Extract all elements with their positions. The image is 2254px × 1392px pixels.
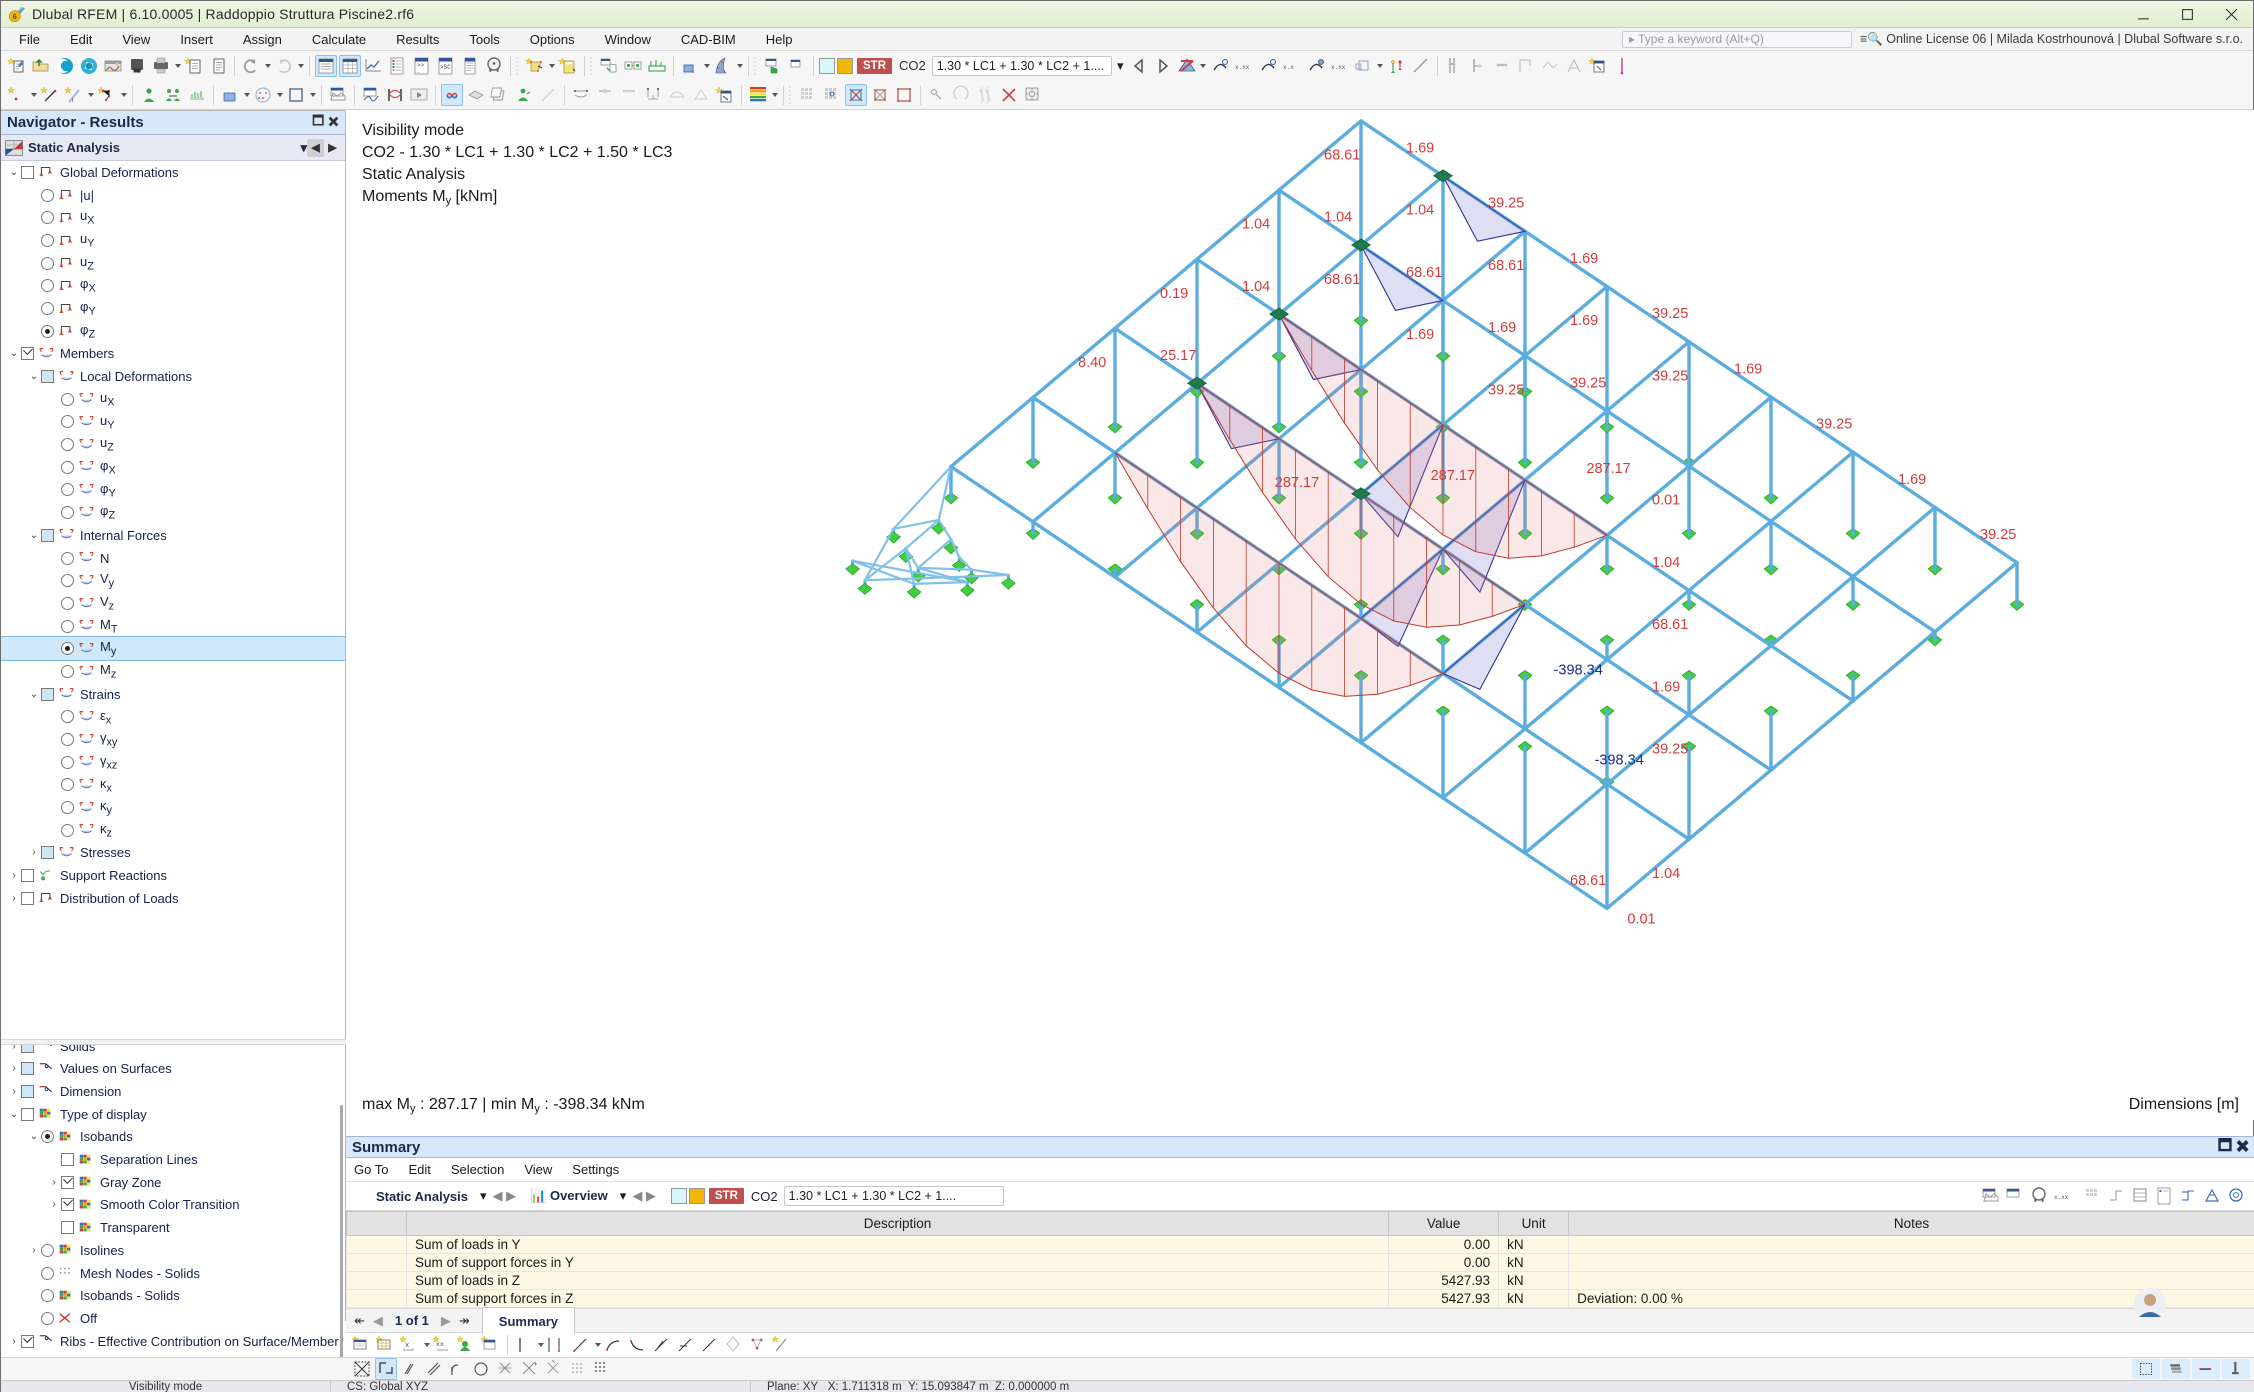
svg-text:39.25: 39.25	[1980, 527, 2016, 543]
svg-text:-398.34: -398.34	[1595, 753, 1644, 769]
svg-text:1.69: 1.69	[1406, 327, 1434, 343]
svg-text:39.25: 39.25	[1488, 382, 1524, 398]
svg-text:1.04: 1.04	[1652, 866, 1680, 882]
svg-text:x.xx: x.xx	[2054, 1194, 2069, 1201]
svg-text:1.69: 1.69	[1570, 251, 1598, 267]
svg-text:39.25: 39.25	[1652, 741, 1688, 757]
svg-text:39.25: 39.25	[1652, 368, 1688, 384]
svg-text:x.x: x.x	[1283, 64, 1294, 71]
svg-text:0.01: 0.01	[1627, 911, 1655, 927]
svg-text:68.61: 68.61	[1570, 873, 1606, 889]
svg-text:68.61: 68.61	[1488, 258, 1524, 274]
svg-text:1.04: 1.04	[1242, 217, 1270, 233]
svg-text:39.25: 39.25	[1570, 375, 1606, 391]
svg-text:1.69: 1.69	[1734, 361, 1762, 377]
svg-text:1.69: 1.69	[1898, 472, 1926, 488]
svg-text:68.61: 68.61	[1406, 265, 1442, 281]
svg-text:39.25: 39.25	[1816, 417, 1852, 433]
svg-text:68.61: 68.61	[1324, 147, 1360, 163]
svg-text:39.25: 39.25	[1488, 196, 1524, 212]
svg-text:I: I	[72, 98, 73, 104]
svg-text:1.69: 1.69	[1488, 320, 1516, 336]
svg-text:68.61: 68.61	[1324, 272, 1360, 288]
svg-text:0.01: 0.01	[1652, 493, 1680, 509]
svg-text:1.69: 1.69	[1570, 313, 1598, 329]
svg-text:1.04: 1.04	[1324, 210, 1352, 226]
svg-text:287.17: 287.17	[1586, 461, 1630, 477]
svg-text:1.04: 1.04	[1406, 203, 1434, 219]
svg-text:25.17: 25.17	[1160, 348, 1196, 364]
svg-text:287.17: 287.17	[1275, 475, 1319, 491]
svg-text:68.61: 68.61	[1652, 617, 1688, 633]
svg-text:39.25: 39.25	[1652, 306, 1688, 322]
svg-text:1.04: 1.04	[1242, 279, 1270, 295]
svg-text:1.69: 1.69	[1406, 141, 1434, 157]
svg-text:-398.34: -398.34	[1554, 663, 1603, 679]
svg-text:x.xx: x.xx	[1235, 64, 1250, 71]
svg-text:x: x	[405, 1342, 409, 1350]
svg-text:_: _	[416, 68, 420, 73]
svg-text:6: 6	[13, 12, 17, 21]
svg-text:0.19: 0.19	[1160, 286, 1188, 302]
svg-text:287.17: 287.17	[1431, 468, 1475, 484]
svg-text:x.xx: x.xx	[1331, 64, 1346, 71]
svg-text:>SC: >SC	[440, 64, 451, 71]
svg-text:xx: xx	[436, 1341, 444, 1348]
svg-text:8.40: 8.40	[1078, 355, 1106, 371]
svg-text:1.69: 1.69	[1652, 679, 1680, 695]
svg-text:1.04: 1.04	[1652, 555, 1680, 571]
